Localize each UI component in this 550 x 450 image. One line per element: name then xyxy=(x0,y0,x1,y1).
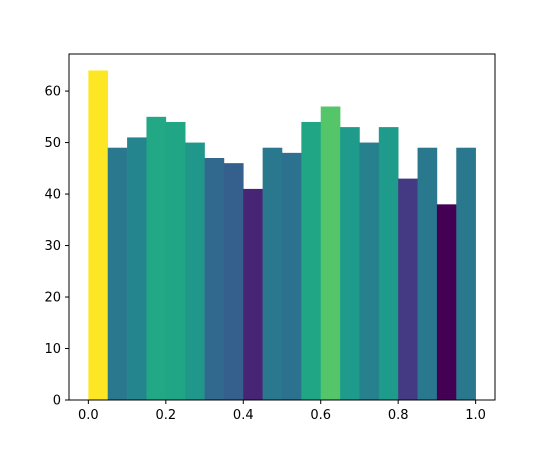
y-tick-label: 60 xyxy=(44,85,61,100)
x-tick-label: 0.8 xyxy=(388,408,409,423)
x-tick-label: 0.4 xyxy=(233,408,254,423)
x-tick-label: 0.6 xyxy=(310,408,331,423)
histogram-bar xyxy=(378,127,399,400)
x-tick-label: 0.0 xyxy=(78,408,99,423)
histogram-bar xyxy=(243,188,263,400)
histogram-bar xyxy=(456,147,476,400)
bars-group xyxy=(88,70,476,401)
histogram-bar xyxy=(146,116,167,400)
histogram-bar xyxy=(204,158,225,400)
histogram-bar xyxy=(107,147,128,400)
histogram-bar xyxy=(165,121,186,400)
histogram-bar xyxy=(301,121,322,400)
y-tick-label: 0 xyxy=(53,394,61,409)
y-tick-label: 40 xyxy=(44,188,61,203)
y-axis: 0 10 20 30 40 50 60 xyxy=(44,85,69,409)
histogram-bar xyxy=(223,163,244,400)
y-tick-label: 50 xyxy=(44,136,61,151)
histogram-bar xyxy=(185,142,205,401)
y-tick-label: 10 xyxy=(44,342,61,357)
histogram-bar xyxy=(88,70,109,400)
axes-frame xyxy=(68,53,496,401)
histogram-bar xyxy=(262,147,283,400)
x-tick-label: 1.0 xyxy=(465,408,486,423)
x-tick-label: 0.2 xyxy=(155,408,176,423)
histogram-bar xyxy=(436,204,457,400)
y-tick-label: 20 xyxy=(44,291,61,306)
histogram-bar xyxy=(398,178,418,400)
histogram-bar xyxy=(320,106,341,401)
x-axis: 0.0 0.2 0.4 0.6 0.8 1.0 xyxy=(78,400,486,423)
histogram-bar xyxy=(417,147,438,400)
y-tick-label: 30 xyxy=(44,239,61,254)
histogram-bar xyxy=(127,137,147,401)
histogram-bar xyxy=(359,142,380,401)
histogram-bar xyxy=(340,127,360,400)
histogram-bar xyxy=(282,152,302,400)
